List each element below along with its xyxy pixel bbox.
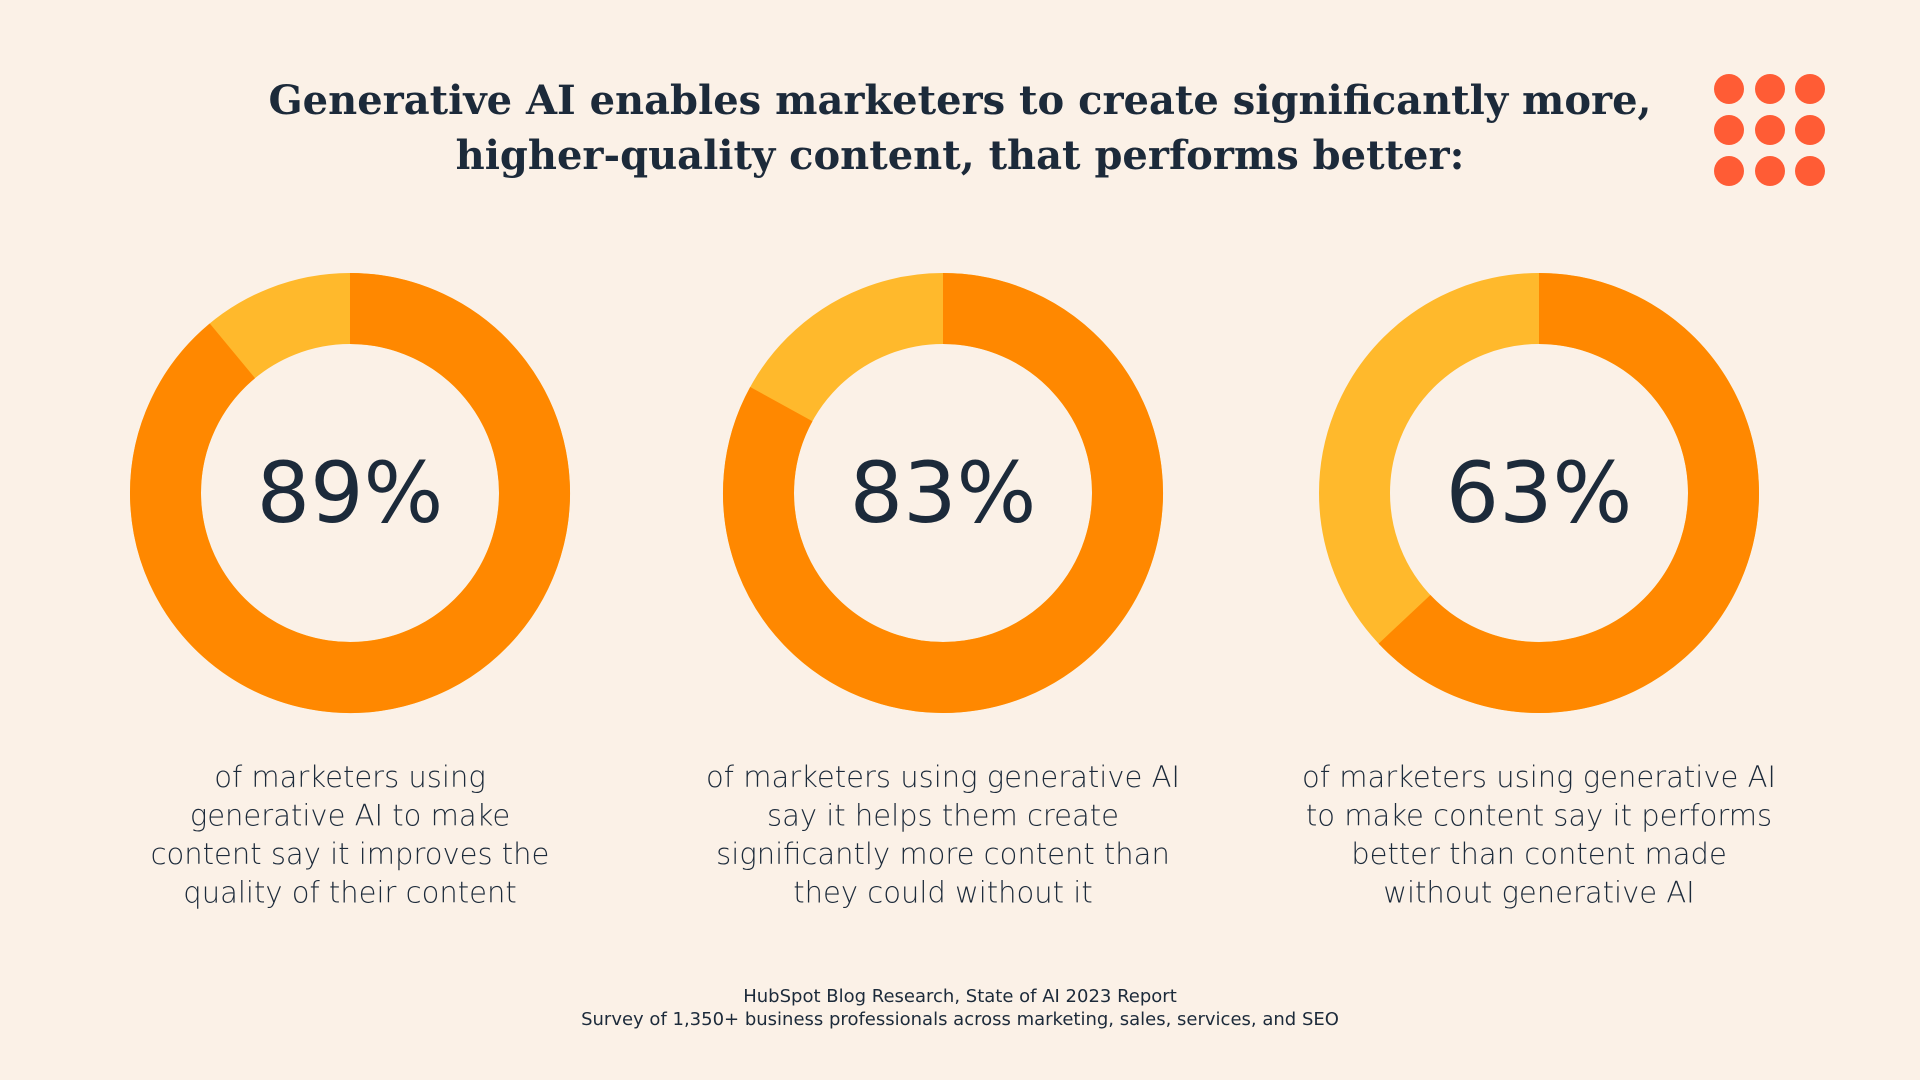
source-line: Survey of 1,350+ business professionals … [581,1009,1339,1030]
caption-line: without generative AI [1383,876,1694,910]
caption-line: to make content say it performs [1306,799,1772,833]
caption-line: generative AI to make [190,799,510,833]
value-label: 89% [257,444,444,542]
title-line: higher-quality content, that performs be… [456,132,1465,179]
caption-line: content say it improves the [151,837,550,871]
donut-segment [723,273,1163,713]
caption-line: better than content made [1351,837,1727,871]
caption-line: say it helps them create [767,799,1119,833]
caption-line: significantly more content than [716,837,1170,871]
donut-segment [130,273,570,713]
title-line: Generative AI enables marketers to creat… [269,77,1652,124]
caption-line: of marketers using generative AI [1302,760,1776,794]
caption-line: quality of their content [183,876,516,910]
value-label: 83% [850,444,1037,542]
caption-line: of marketers using generative AI [706,760,1180,794]
value-label: 63% [1446,444,1633,542]
source-line: HubSpot Blog Research, State of AI 2023 … [743,986,1177,1007]
donut-segment [1378,273,1759,713]
caption-line: they could without it [793,876,1092,910]
logo-dots [1714,74,1825,186]
caption-line: of marketers using [214,760,486,794]
